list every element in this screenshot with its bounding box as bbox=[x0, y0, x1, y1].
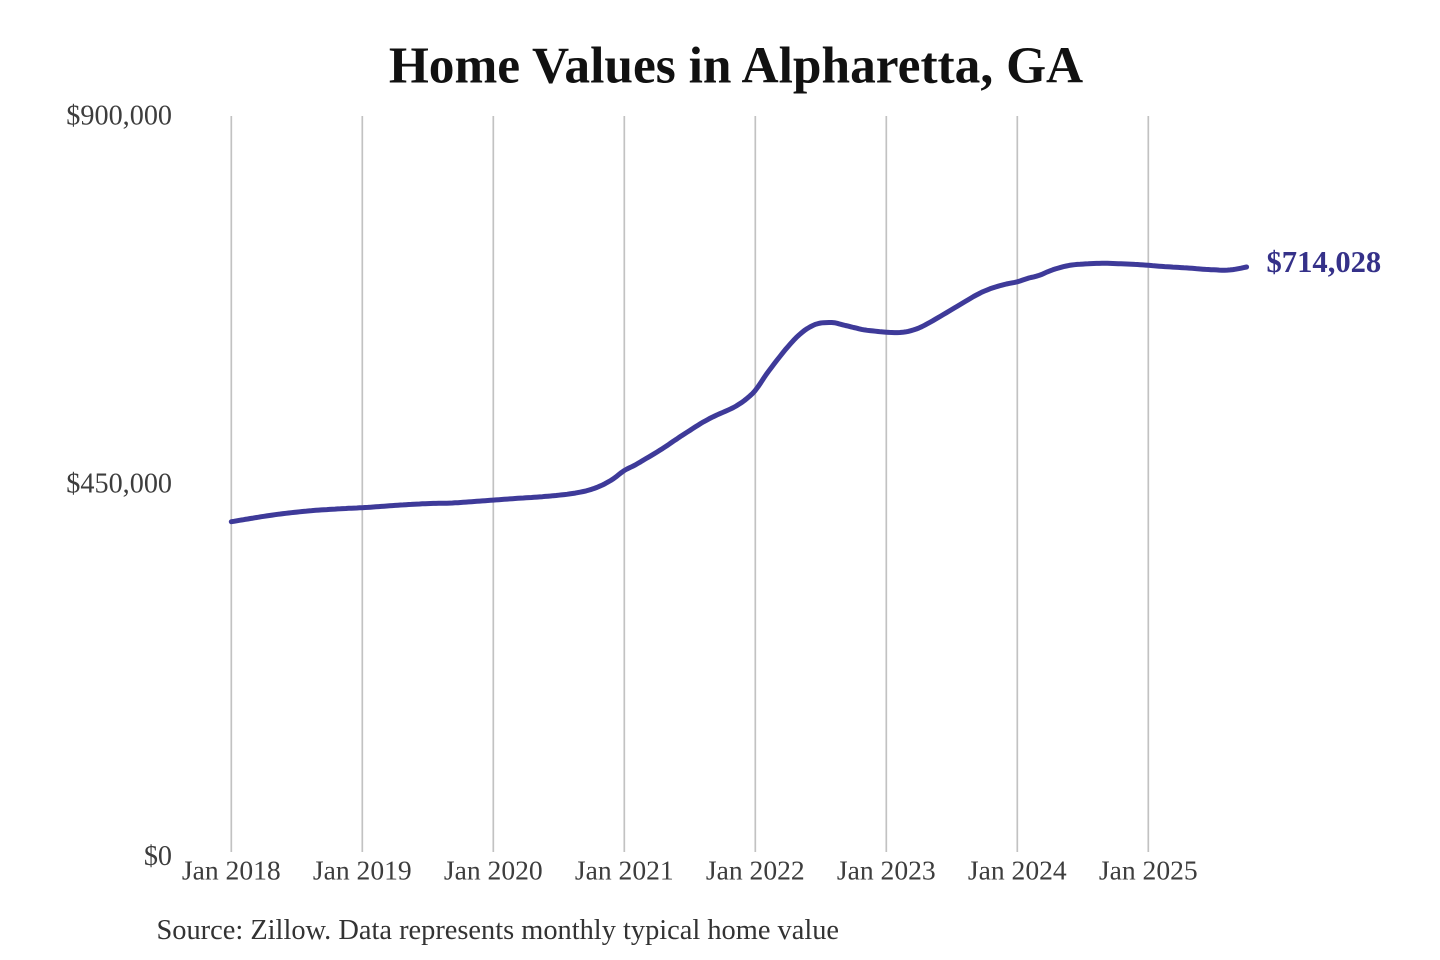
svg-text:Home Values in Alpharetta, GA: Home Values in Alpharetta, GA bbox=[389, 38, 1083, 95]
svg-text:Jan 2018: Jan 2018 bbox=[182, 855, 281, 886]
svg-text:$900,000: $900,000 bbox=[66, 101, 172, 132]
svg-text:Jan 2024: Jan 2024 bbox=[968, 855, 1067, 886]
svg-text:Jan 2019: Jan 2019 bbox=[313, 855, 412, 886]
svg-text:Source: Zillow. Data represent: Source: Zillow. Data represents monthly … bbox=[157, 915, 840, 946]
svg-text:$450,000: $450,000 bbox=[66, 468, 172, 499]
svg-text:Jan 2023: Jan 2023 bbox=[837, 855, 936, 886]
svg-text:Jan 2020: Jan 2020 bbox=[444, 855, 543, 886]
svg-text:$714,028: $714,028 bbox=[1267, 245, 1382, 279]
svg-text:Jan 2022: Jan 2022 bbox=[706, 855, 805, 886]
svg-text:Jan 2021: Jan 2021 bbox=[575, 855, 674, 886]
svg-text:$0: $0 bbox=[144, 841, 172, 872]
svg-text:Jan 2025: Jan 2025 bbox=[1099, 855, 1198, 886]
